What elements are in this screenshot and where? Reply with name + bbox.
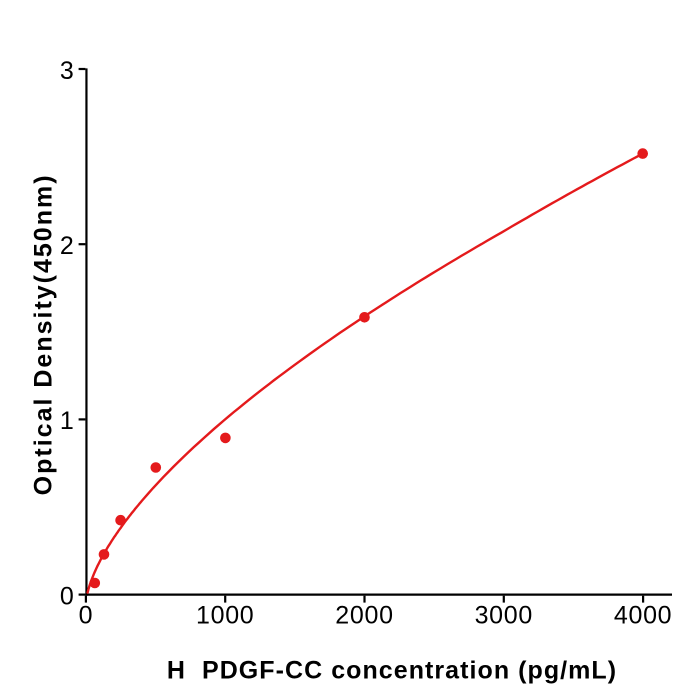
svg-text:0: 0 — [79, 602, 94, 630]
svg-text:4000: 4000 — [614, 602, 672, 630]
svg-text:0: 0 — [60, 582, 75, 610]
svg-text:1000: 1000 — [196, 602, 254, 630]
svg-text:2: 2 — [60, 232, 75, 260]
svg-text:3: 3 — [60, 57, 75, 85]
svg-text:H PDGF-CC concentration (pg/m: H PDGF-CC concentration (pg/mL) — [167, 657, 617, 685]
svg-text:3000: 3000 — [475, 602, 533, 630]
svg-text:1: 1 — [60, 407, 75, 435]
svg-text:Optical Density(450nm): Optical Density(450nm) — [30, 173, 58, 495]
svg-text:2000: 2000 — [335, 602, 393, 630]
